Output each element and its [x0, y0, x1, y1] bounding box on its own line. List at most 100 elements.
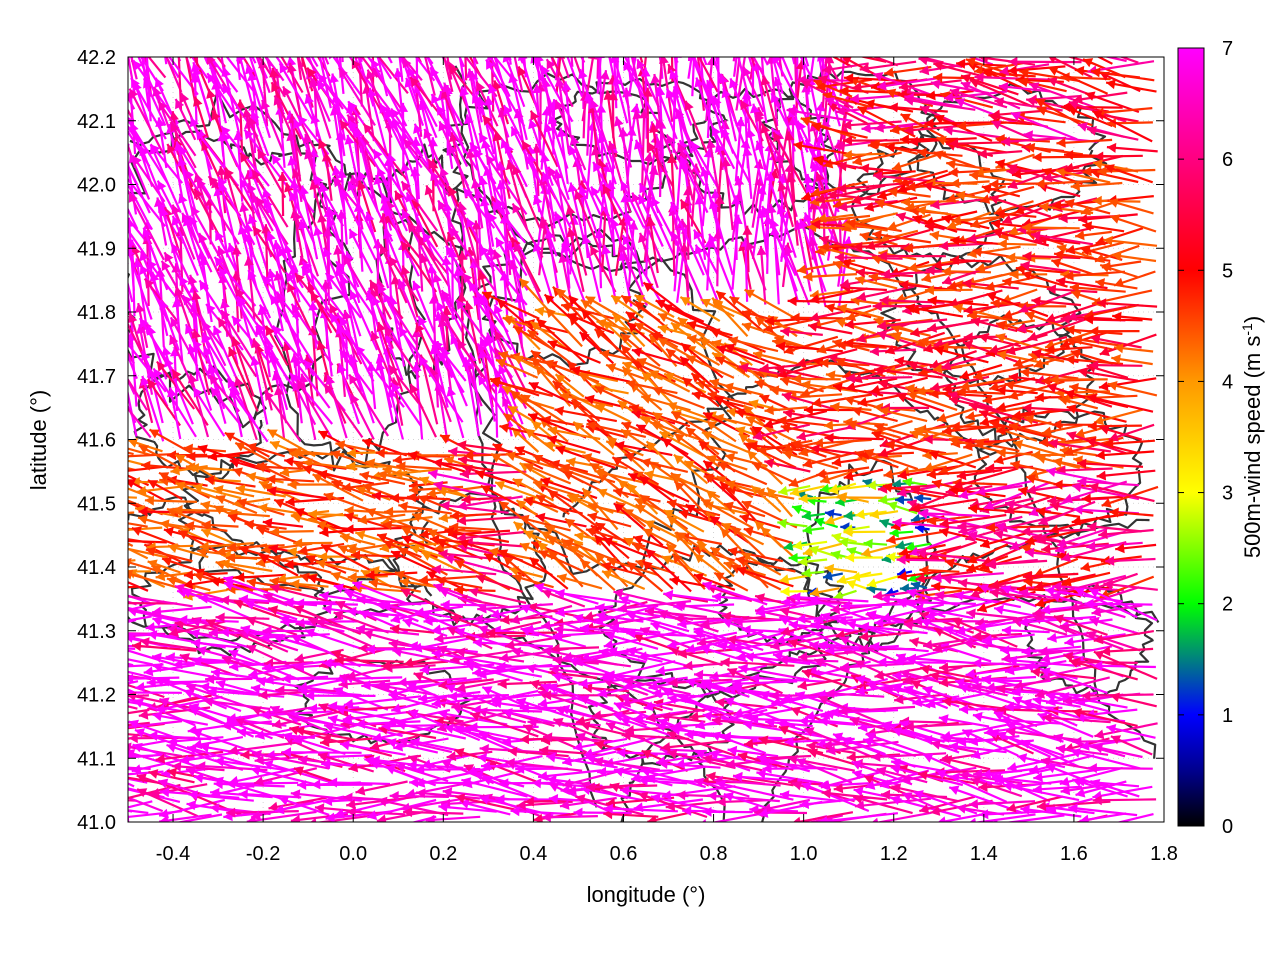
wind-vector-head [106, 724, 116, 734]
wind-vector-head [84, 663, 93, 673]
wind-vector-shaft [83, 587, 137, 590]
wind-vector-head [472, 667, 482, 677]
wind-vector-head [534, 53, 544, 63]
wind-vector-shaft [195, 0, 197, 65]
wind-vector-head [104, 710, 114, 720]
wind-vector-head [258, 690, 267, 700]
wind-vector-head [190, 22, 199, 32]
wind-vector-head [102, 531, 112, 541]
wind-vector [144, 665, 195, 676]
wind-vector-head [118, 167, 127, 177]
wind-vector-head [437, 14, 447, 24]
wind-vector-head [566, 205, 576, 215]
wind-vector-head [255, 42, 264, 52]
wind-vector-head [266, 30, 275, 40]
wind-vector-head [578, 39, 588, 48]
wind-vector [152, 607, 212, 617]
wind-vector-head [119, 255, 129, 265]
wind-vector-head [335, 21, 345, 31]
wind-vector-head [174, 38, 184, 47]
wind-vector-head [101, 468, 111, 478]
wind-vector-head [518, 51, 528, 61]
wind-vector-head [116, 604, 126, 614]
wind-vector-head [342, 47, 352, 57]
wind-vector-head [107, 771, 117, 781]
wind-vector-head [120, 21, 130, 31]
wind-vector-head [107, 770, 116, 780]
wind-vector [190, 0, 200, 65]
wind-vector-head [416, 30, 426, 40]
wind-vector-head [144, 666, 154, 676]
wind-vector-head [166, 652, 175, 662]
wind-vector-head [225, 2, 234, 12]
wind-vector-head [457, 22, 466, 32]
wind-vector-head [363, 37, 373, 47]
wind-vector-head [239, 789, 248, 799]
wind-vector-head [169, 8, 179, 18]
wind-vector-head [116, 525, 125, 535]
wind-vector-head [71, 607, 81, 616]
wind-vector-shaft [386, 0, 421, 62]
wind-vector-head [168, 543, 178, 553]
wind-vector-head [407, 492, 416, 502]
wind-vector-head [313, 30, 323, 40]
wind-vector-head [506, 452, 516, 462]
wind-vector-head [99, 779, 109, 789]
wind-vector-head [431, 0, 440, 3]
wind-vector-head [412, 37, 422, 46]
wind-vector [278, 172, 288, 216]
wind-vector-head [320, 7, 330, 17]
wind-vector-head [360, 471, 370, 481]
wind-vector-head [159, 43, 168, 53]
wind-vector-head [115, 794, 125, 804]
wind-vector-head [329, 4, 338, 14]
wind-vector [489, 0, 523, 63]
wind-vector-head [372, 491, 381, 501]
wind-vector-head [119, 364, 129, 374]
wind-vector-shaft [412, 8, 448, 65]
wind-vector [90, 524, 133, 546]
wind-vector-head [447, 15, 456, 25]
wind-vector-head [450, 37, 460, 47]
wind-vector-head [329, 74, 339, 84]
wind-vector-head [98, 598, 108, 608]
wind-vector [266, 474, 314, 484]
wind-vector [581, 7, 613, 63]
wind-vector-head [180, 38, 190, 48]
wind-vector-head [362, 7, 371, 17]
wind-vector-head [368, 38, 378, 47]
wind-vector-head [363, 630, 373, 640]
wind-vector-head [228, 7, 238, 17]
wind-vector-shaft [107, 540, 167, 542]
wind-vector-shaft [151, 145, 181, 213]
wind-vector-head [72, 647, 82, 657]
wind-vector-head [398, 677, 407, 687]
wind-vector-head [340, 533, 350, 543]
wind-vector-head [613, 28, 623, 37]
wind-vector-head [244, 11, 253, 21]
wind-vector [65, 721, 138, 731]
wind-vector-head [434, 633, 444, 643]
wind-vector-shaft [70, 799, 132, 812]
wind-vector-shaft [538, 770, 601, 777]
wind-vector-head [146, 622, 156, 632]
wind-vector-head [116, 142, 125, 152]
wind-vector-head [520, 734, 529, 744]
wind-vector-head [581, 7, 590, 17]
wind-vector-head [113, 468, 123, 477]
wind-vector-head [66, 689, 76, 699]
wind-vector-head [296, 45, 306, 55]
wind-vector-head [535, 306, 545, 316]
wind-vector-head [516, 8, 526, 17]
wind-vector-head [99, 534, 109, 543]
wind-vector-head [188, 275, 198, 285]
wind-vector [123, 4, 147, 67]
wind-vector-head [242, 37, 252, 47]
wind-vector [153, 35, 179, 78]
wind-vector-head [346, 461, 355, 471]
wind-vector-head [451, 27, 461, 37]
wind-vector-head [459, 18, 469, 27]
wind-vector [334, 3, 344, 63]
wind-vector-shaft [64, 583, 136, 605]
wind-vector-head [85, 642, 94, 652]
